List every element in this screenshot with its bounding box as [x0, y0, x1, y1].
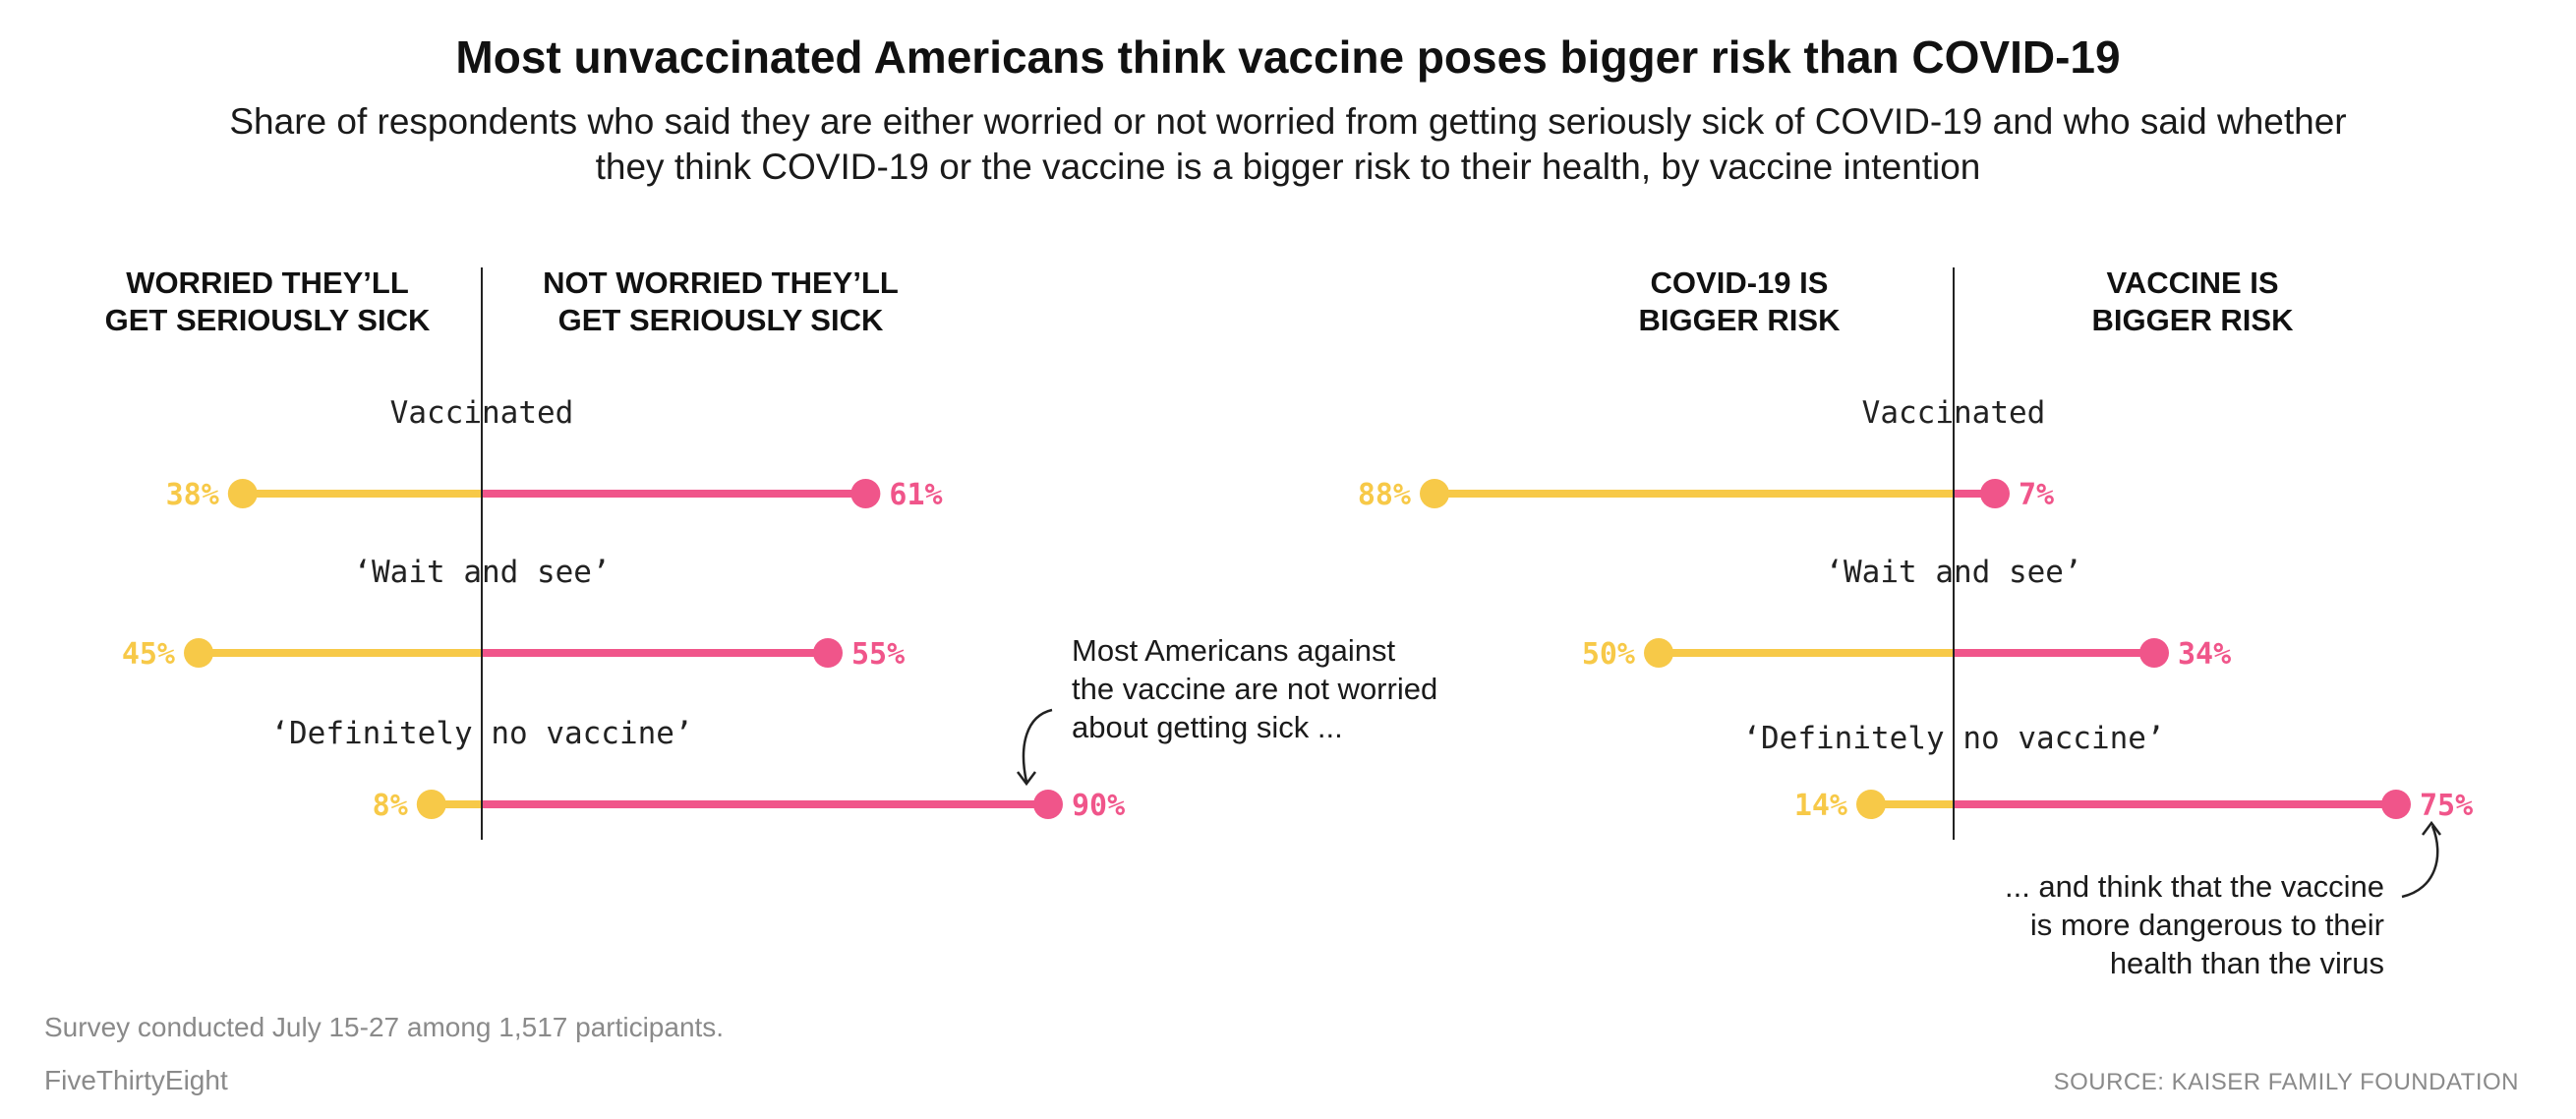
right-value-label: 90% [1072, 789, 1125, 823]
left-header-line-1: WORRIED THEY’LL [126, 265, 409, 300]
chart-title: Most unvaccinated Americans think vaccin… [455, 31, 2120, 83]
right-header-line-2: BIGGER RISK [2092, 303, 2295, 337]
chart-subtitle-line-1: Share of respondents who said they are e… [229, 101, 2346, 142]
annotation-line-3: health than the virus [2110, 946, 2384, 980]
left-value-label: 14% [1794, 789, 1847, 823]
left-header-line-2: BIGGER RISK [1639, 303, 1842, 337]
left-dot [1420, 479, 1449, 508]
right-dot [813, 638, 843, 668]
left-value-label: 50% [1582, 637, 1635, 672]
left-dot [1856, 790, 1886, 819]
source-label: SOURCE: KAISER FAMILY FOUNDATION [2054, 1069, 2519, 1095]
annotation-line-3: about getting sick ... [1072, 710, 1343, 744]
right-dot [850, 479, 881, 508]
credit-label: FiveThirtyEight [44, 1065, 228, 1095]
left-value-label: 88% [1358, 478, 1411, 512]
survey-footnote: Survey conducted July 15-27 among 1,517 … [44, 1012, 724, 1042]
annotation-line-2: the vaccine are not worried [1072, 672, 1437, 706]
annotation-line-2: is more dangerous to their [2030, 908, 2384, 942]
annotation-line-1: ... and think that the vaccine [2005, 869, 2384, 904]
left-value-label: 8% [373, 789, 408, 823]
right-header-line-2: GET SERIOUSLY SICK [558, 303, 884, 337]
right-header-line-1: VACCINE IS [2106, 265, 2278, 300]
left-value-label: 38% [166, 478, 219, 512]
chart-subtitle-line-2: they think COVID-19 or the vaccine is a … [596, 147, 1981, 187]
right-dot [1033, 790, 1063, 819]
annotation-line-1: Most Americans against [1072, 633, 1395, 668]
left-dot [1644, 638, 1673, 668]
right-value-label: 34% [2178, 637, 2231, 672]
right-dot [1980, 479, 2010, 508]
right-dot [2381, 790, 2411, 819]
right-value-label: 75% [2420, 789, 2473, 823]
left-value-label: 45% [122, 637, 175, 672]
left-header-line-1: COVID-19 IS [1651, 265, 1829, 300]
left-dot [227, 479, 258, 508]
right-value-label: 55% [851, 637, 905, 672]
left-dot [416, 790, 446, 819]
annotation-arrow [1022, 708, 1053, 783]
annotation-arrowhead [1017, 771, 1036, 787]
right-value-label: 61% [889, 478, 942, 512]
annotation-arrowhead [2422, 820, 2441, 836]
right-dot [2139, 638, 2169, 668]
right-header-line-1: NOT WORRIED THEY’LL [543, 265, 899, 300]
left-header-line-2: GET SERIOUSLY SICK [105, 303, 431, 337]
left-dot [184, 638, 213, 668]
right-value-label: 7% [2019, 478, 2054, 512]
annotation-arrow [2401, 825, 2439, 899]
